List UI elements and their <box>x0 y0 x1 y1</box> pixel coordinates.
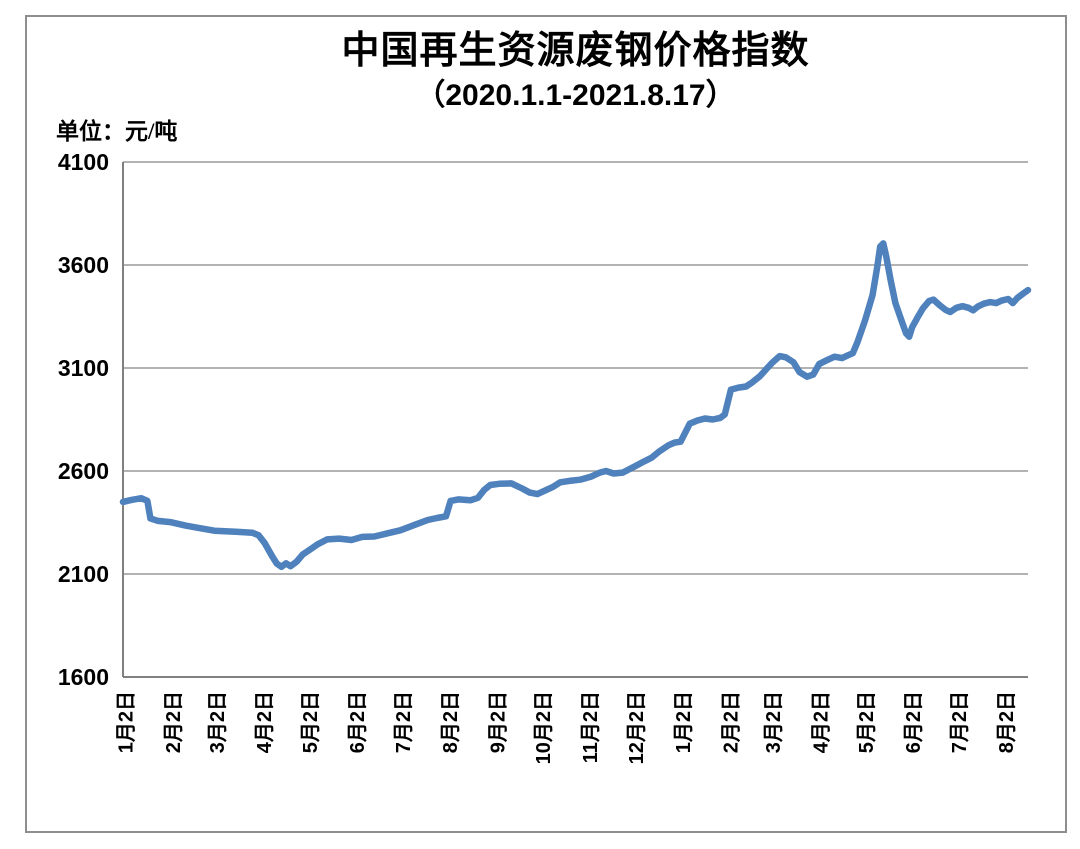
x-tick-label: 8月2日 <box>440 691 462 753</box>
y-axis-unit-label: 单位：元/吨 <box>56 119 178 144</box>
x-tick-label: 3月2日 <box>763 691 785 753</box>
y-tick-label: 4100 <box>58 149 109 175</box>
y-tick-label: 3100 <box>58 355 109 381</box>
y-tick-label: 2100 <box>58 561 109 587</box>
x-tick-label: 7月2日 <box>393 691 415 753</box>
x-tick-label: 6月2日 <box>347 691 369 753</box>
x-tick-label: 2月2日 <box>720 691 742 753</box>
x-tick-label: 9月2日 <box>487 691 509 753</box>
x-tick-label: 1月2日 <box>673 691 695 753</box>
x-tick-label: 5月2日 <box>300 691 322 753</box>
x-tick-label: 4月2日 <box>810 691 832 753</box>
x-tick-label: 8月2日 <box>996 691 1018 753</box>
x-tick-label: 6月2日 <box>903 691 925 753</box>
y-tick-label: 3600 <box>58 252 109 278</box>
x-tick-label: 11月2日 <box>580 691 602 763</box>
x-tick-label: 10月2日 <box>533 691 555 764</box>
chart-title: 中国再生资源废钢价格指数 <box>341 30 810 72</box>
chart-subtitle-daterange: （2020.1.1-2021.8.17） <box>415 78 736 112</box>
x-tick-label: 3月2日 <box>207 691 229 753</box>
x-tick-label: 5月2日 <box>856 691 878 753</box>
x-tick-label: 1月2日 <box>116 691 138 753</box>
price-index-line <box>119 240 1032 571</box>
x-tick-label: 2月2日 <box>163 691 185 753</box>
x-tick-label: 7月2日 <box>949 691 971 753</box>
chart-title-block: 中国再生资源废钢价格指数 （2020.1.1-2021.8.17） <box>123 30 1028 113</box>
y-tick-label: 2600 <box>58 458 109 484</box>
chart-border-frame <box>25 15 1067 833</box>
y-tick-label: 1600 <box>58 664 109 690</box>
x-tick-label: 4月2日 <box>254 691 276 753</box>
x-tick-label: 12月2日 <box>626 691 648 764</box>
